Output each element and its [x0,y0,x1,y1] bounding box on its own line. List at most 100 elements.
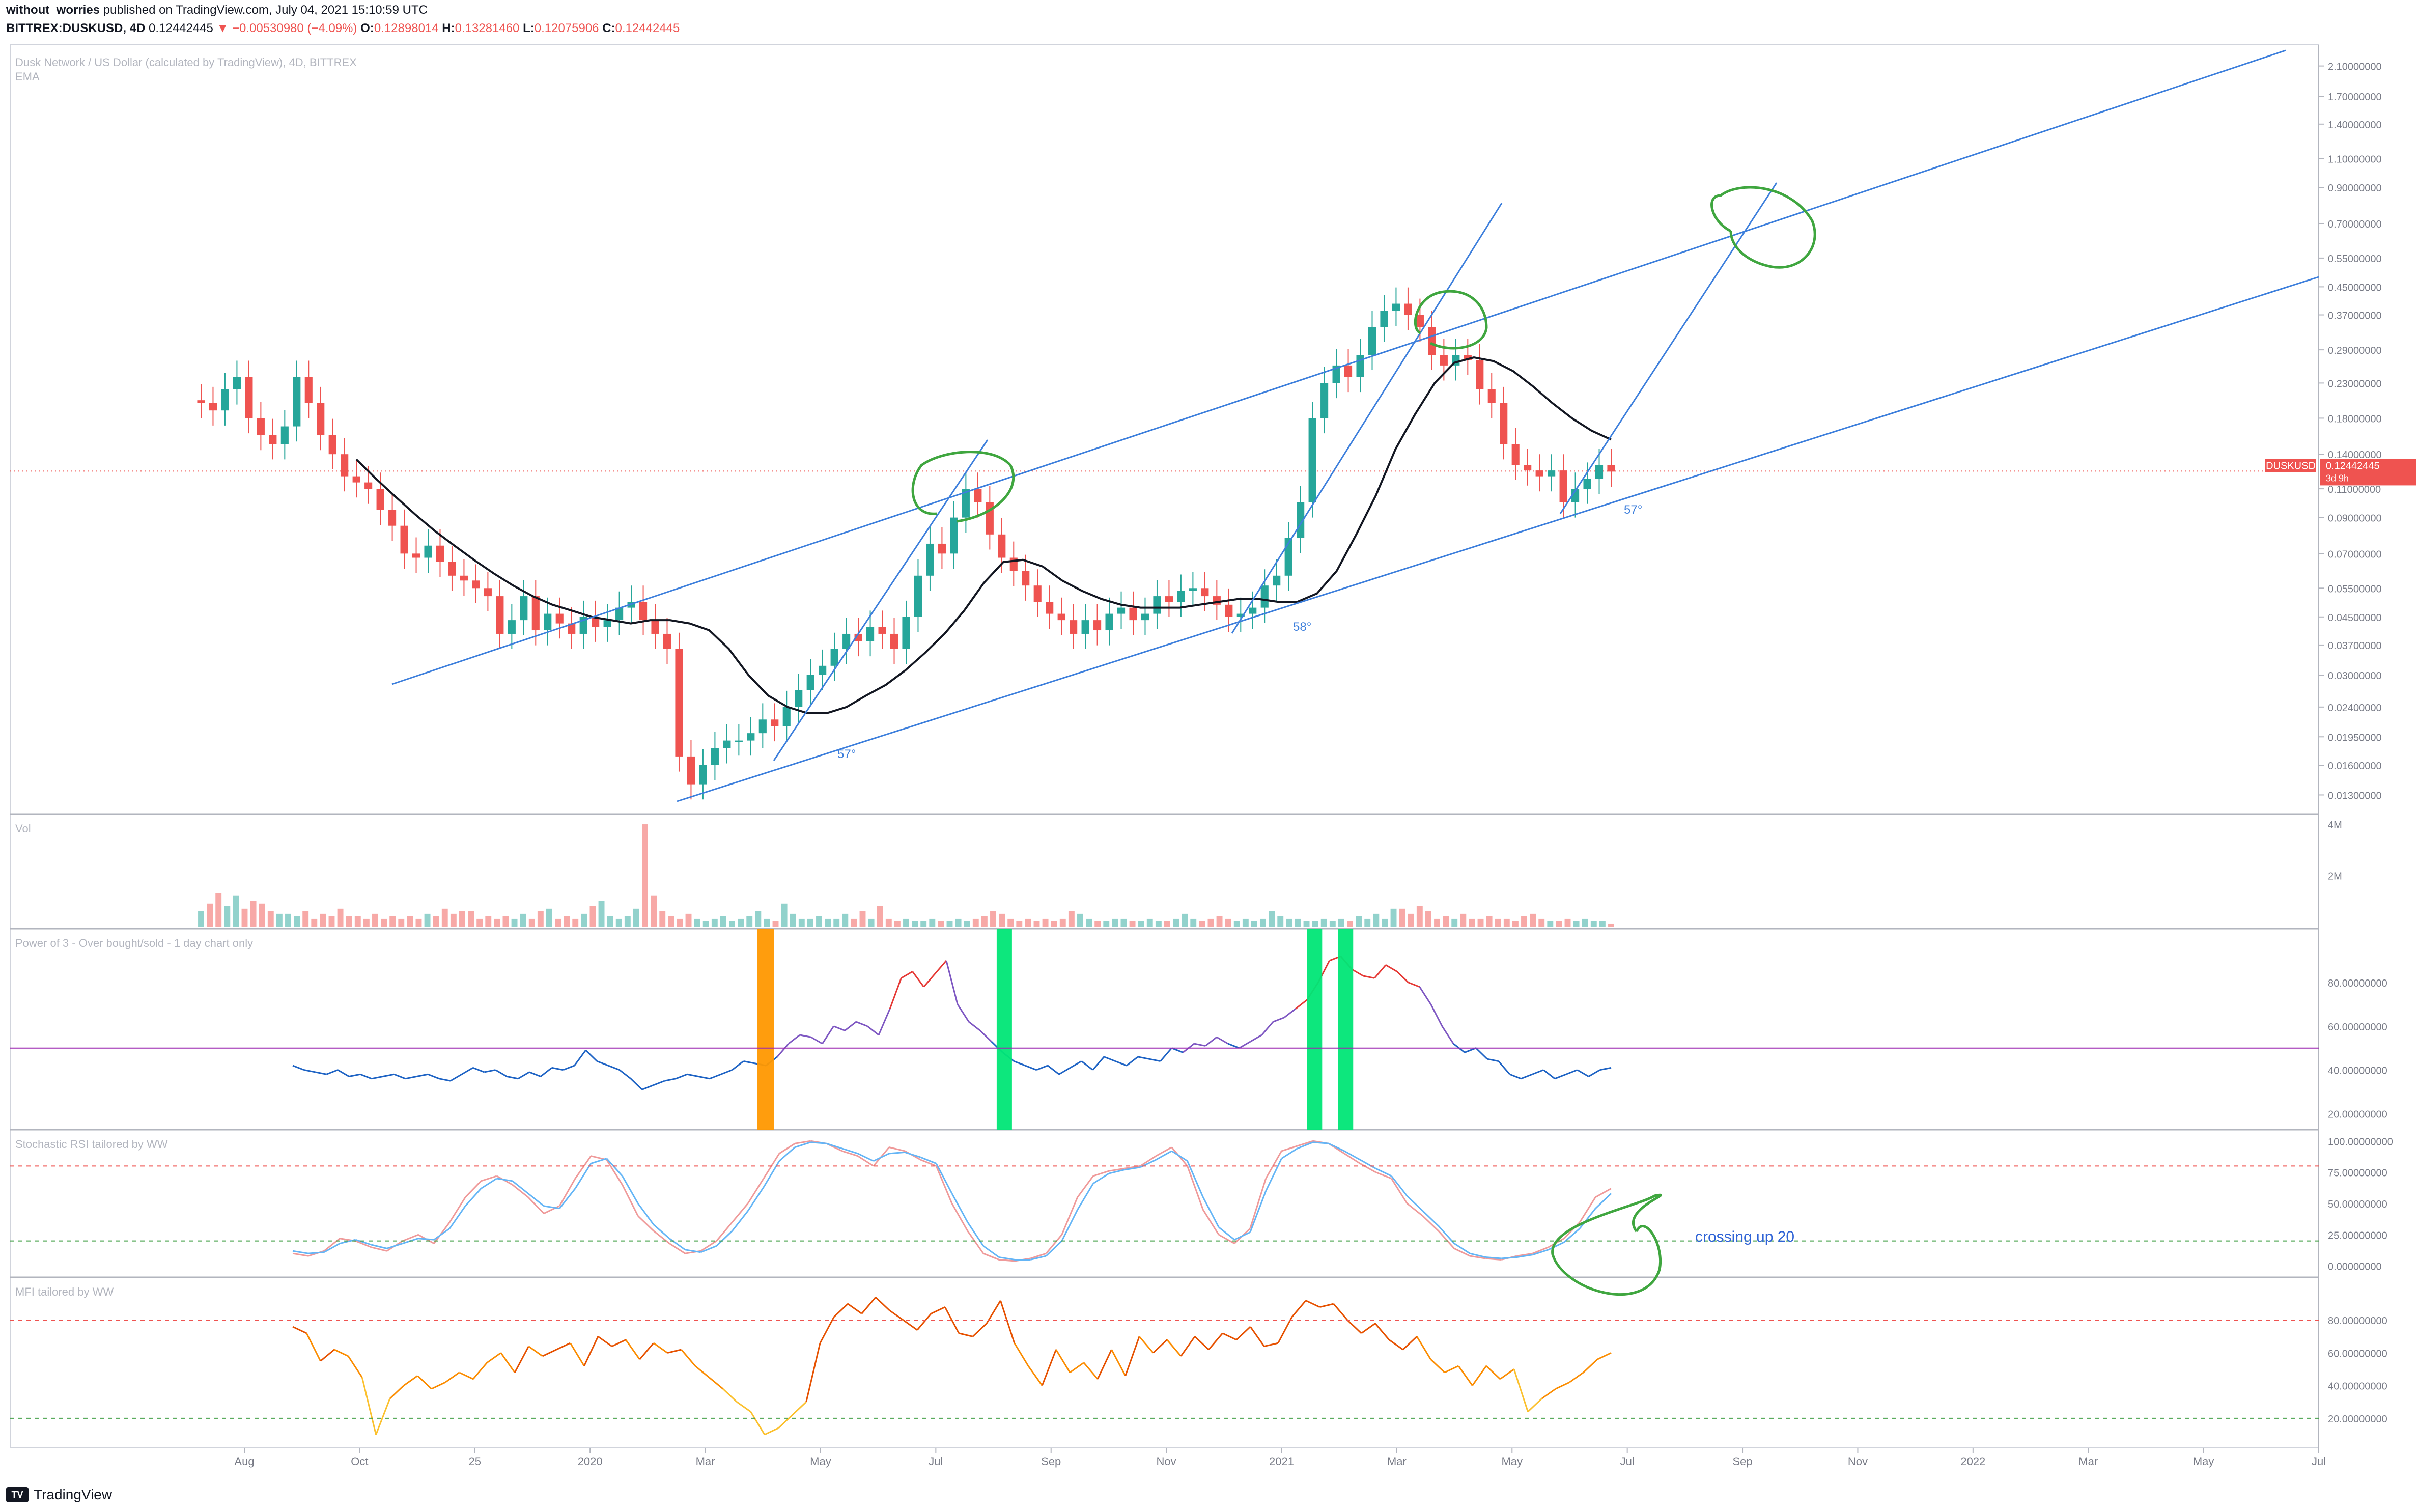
mfi-line [403,1375,418,1386]
mfi-line [305,1333,321,1362]
stoch-line [1501,1256,1517,1259]
candle-body [878,627,886,634]
chart-area[interactable]: 2.10000000 1.70000000 1.40000000 1.10000000… [0,43,2418,1483]
candle-body [842,633,851,649]
candle-body [747,733,755,741]
stoch-line [1061,1209,1079,1242]
power-line [788,1034,801,1045]
candle-body [568,623,576,634]
stoch-line [857,1155,874,1167]
stoch-line [481,1178,497,1189]
stoch-line [1171,1150,1188,1162]
stoch-line [983,1252,1000,1261]
y-tick-label: 0.55000000 [2328,254,2382,265]
mfi-line [1194,1336,1210,1351]
volume-bar [511,918,518,927]
candle-body [603,620,611,627]
volume-bar [555,918,561,927]
mfi-line [528,1346,543,1357]
volume-bar [233,895,239,927]
volume-bar [1538,918,1545,927]
stoch-line [1375,1171,1392,1180]
stoch-line [920,1156,937,1164]
volume-bar [259,903,265,927]
volume-bar [302,911,309,927]
volume-bar [972,918,979,927]
mfi-line [500,1352,516,1373]
ema-line [355,356,1612,714]
stoch-line [465,1180,482,1198]
power-line [1104,1056,1116,1062]
candles [197,287,1615,800]
power-line [1430,1004,1443,1027]
y-tick-label: 0.05500000 [2328,583,2382,595]
volume-bar [711,918,718,927]
circle-annotation [1551,1193,1662,1296]
volume-bar [633,908,639,927]
mfi-line [1166,1339,1182,1357]
tradingview-logo-icon[interactable]: TV [6,1487,29,1502]
stoch-line [1375,1167,1392,1177]
volume-bar [1408,913,1414,927]
power-line [337,1069,350,1077]
stoch-line [558,1178,576,1207]
mfi-line [514,1346,529,1373]
stoch-line [1532,1246,1549,1254]
volume-bar [1260,918,1266,927]
candle-body [1440,355,1448,366]
stoch-line [935,1165,953,1204]
volume-bar [702,921,709,927]
power-line [1137,1056,1149,1060]
mfi-line [375,1398,391,1435]
mfi-line [931,1306,946,1314]
volume-bar [859,911,866,927]
power-line [585,1049,598,1062]
mfi-line [1541,1388,1556,1399]
power-line [1352,968,1364,977]
stoch-line [1061,1197,1079,1235]
stoch-line [622,1184,639,1217]
mfi-line [1374,1323,1390,1340]
stoch-line [355,1239,372,1246]
mfi-line [1249,1326,1265,1347]
power-line [1396,971,1409,983]
volume-bar [1277,916,1284,927]
volume-bar [1164,921,1170,927]
power-line [574,1050,586,1066]
symbol-label: BITTREX:DUSKUSD, 4D [6,21,146,35]
stoch-line [653,1224,670,1239]
volume-bar [1190,918,1197,927]
candle-body [771,719,779,726]
candle-body [1033,585,1042,602]
stoch-line [1297,1140,1313,1147]
power-line [810,1036,823,1045]
mfi-line [819,1317,835,1343]
mfi-tick-label: 40.00000000 [2328,1381,2387,1392]
mfi-line [1583,1359,1598,1374]
volume-bar [1382,918,1388,927]
stoch-line [1234,1231,1251,1241]
stoch-line [967,1221,984,1247]
candle-body [531,596,540,631]
stoch-line [1532,1249,1549,1256]
stoch-line [810,1141,827,1144]
volume-bar [1025,918,1031,927]
stoch-line [1092,1172,1110,1184]
volume-bar [1286,918,1292,927]
author[interactable]: without_worries [6,3,100,17]
drawings: 57° 58° 57° crossing up 20 [391,49,2319,1296]
candle-body [1404,303,1412,315]
volume-bar [1338,918,1344,927]
mfi-tick-label: 20.00000000 [2328,1414,2387,1425]
power-line [957,1004,970,1022]
stoch-line [543,1205,560,1214]
stoch-pane: 100.00000000 75.00000000 50.00000000 25.000… [10,1136,2393,1273]
mfi-line [611,1339,626,1347]
mfi-line [1597,1352,1612,1360]
volume-bar [1503,918,1510,927]
volume-bar [1112,918,1118,927]
brand-label[interactable]: TradingView [34,1487,113,1502]
candle-body [352,476,360,483]
stoch-line [574,1155,592,1179]
mfi-line [792,1401,807,1416]
